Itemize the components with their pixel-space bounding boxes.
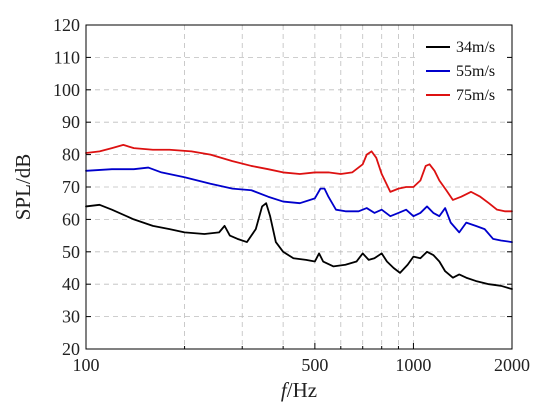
y-axis-label: SPL/dB [11,154,35,221]
series-line-34m-s [85,202,513,290]
y-tick-label: 100 [53,80,80,100]
series-line-55m-s [85,166,513,243]
x-tick-label: 500 [301,355,328,375]
x-tick-label: 1000 [395,355,431,375]
x-axis-label: f/Hz [281,378,317,402]
y-tick-label: 30 [62,307,80,327]
y-tick-label: 80 [62,145,80,165]
y-tick-label: 60 [62,209,80,229]
tick-marks [85,24,513,350]
legend: 34m/s 55m/s 75m/s [416,32,506,108]
y-tick-label: 40 [62,274,80,294]
series-group [85,143,513,290]
series-line-75m-s [85,143,513,213]
x-tick-label: 100 [73,355,100,375]
legend-label: 55m/s [456,63,495,80]
y-tick-labels: 20 30 40 50 60 70 80 90 100 110 120 [53,15,80,359]
y-tick-label: 50 [62,242,80,262]
legend-label: 34m/s [456,39,495,56]
y-tick-label: 90 [62,112,80,132]
x-tick-labels: 100 500 1000 2000 [73,355,531,375]
y-tick-label: 70 [62,177,80,197]
y-tick-label: 110 [54,47,80,67]
y-tick-label: 120 [53,15,80,35]
legend-label: 75m/s [456,87,495,104]
x-tick-label: 2000 [494,355,530,375]
y-tick-label: 20 [62,339,80,359]
